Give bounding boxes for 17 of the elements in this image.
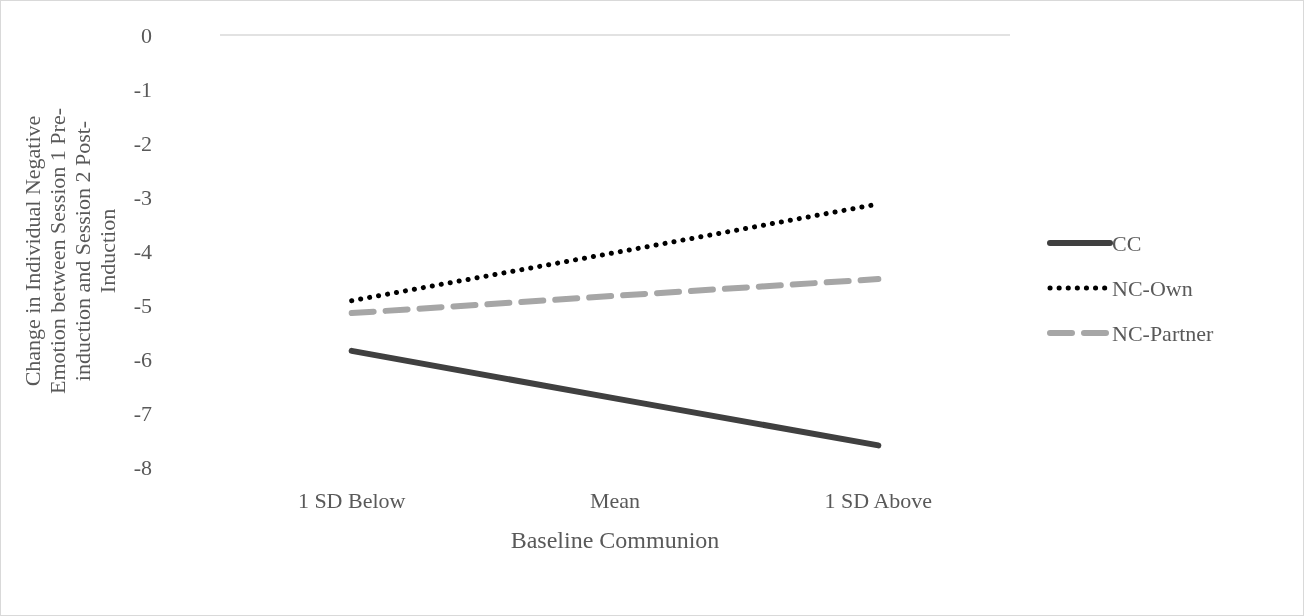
y-tick-label: -4 [133, 238, 152, 264]
y-tick-label: -1 [133, 76, 152, 102]
y-tick-label: -8 [133, 454, 152, 480]
x-tick-label: 1 SD Above [824, 488, 933, 513]
y-tick-label: -3 [133, 184, 152, 210]
legend-label: NC-Partner [1112, 320, 1215, 346]
y-tick-label: -2 [133, 130, 152, 156]
x-tick-label: Mean [589, 488, 641, 513]
legend-label: NC-Own [1112, 275, 1193, 301]
legend-label: CC [1112, 230, 1142, 256]
y-tick-label: 0 [141, 22, 152, 48]
x-axis-title: Baseline Communion [510, 527, 720, 553]
y-tick-label: -7 [133, 400, 152, 426]
y-axis-title: Change in Individual Negative Emotion between Session 1 Pre-induction and Session 2 Post-Induction [20, 108, 120, 394]
x-tick-label: 1 SD Below [297, 488, 406, 513]
y-tick-label: -6 [133, 346, 152, 372]
y-tick-label: -5 [133, 292, 152, 318]
